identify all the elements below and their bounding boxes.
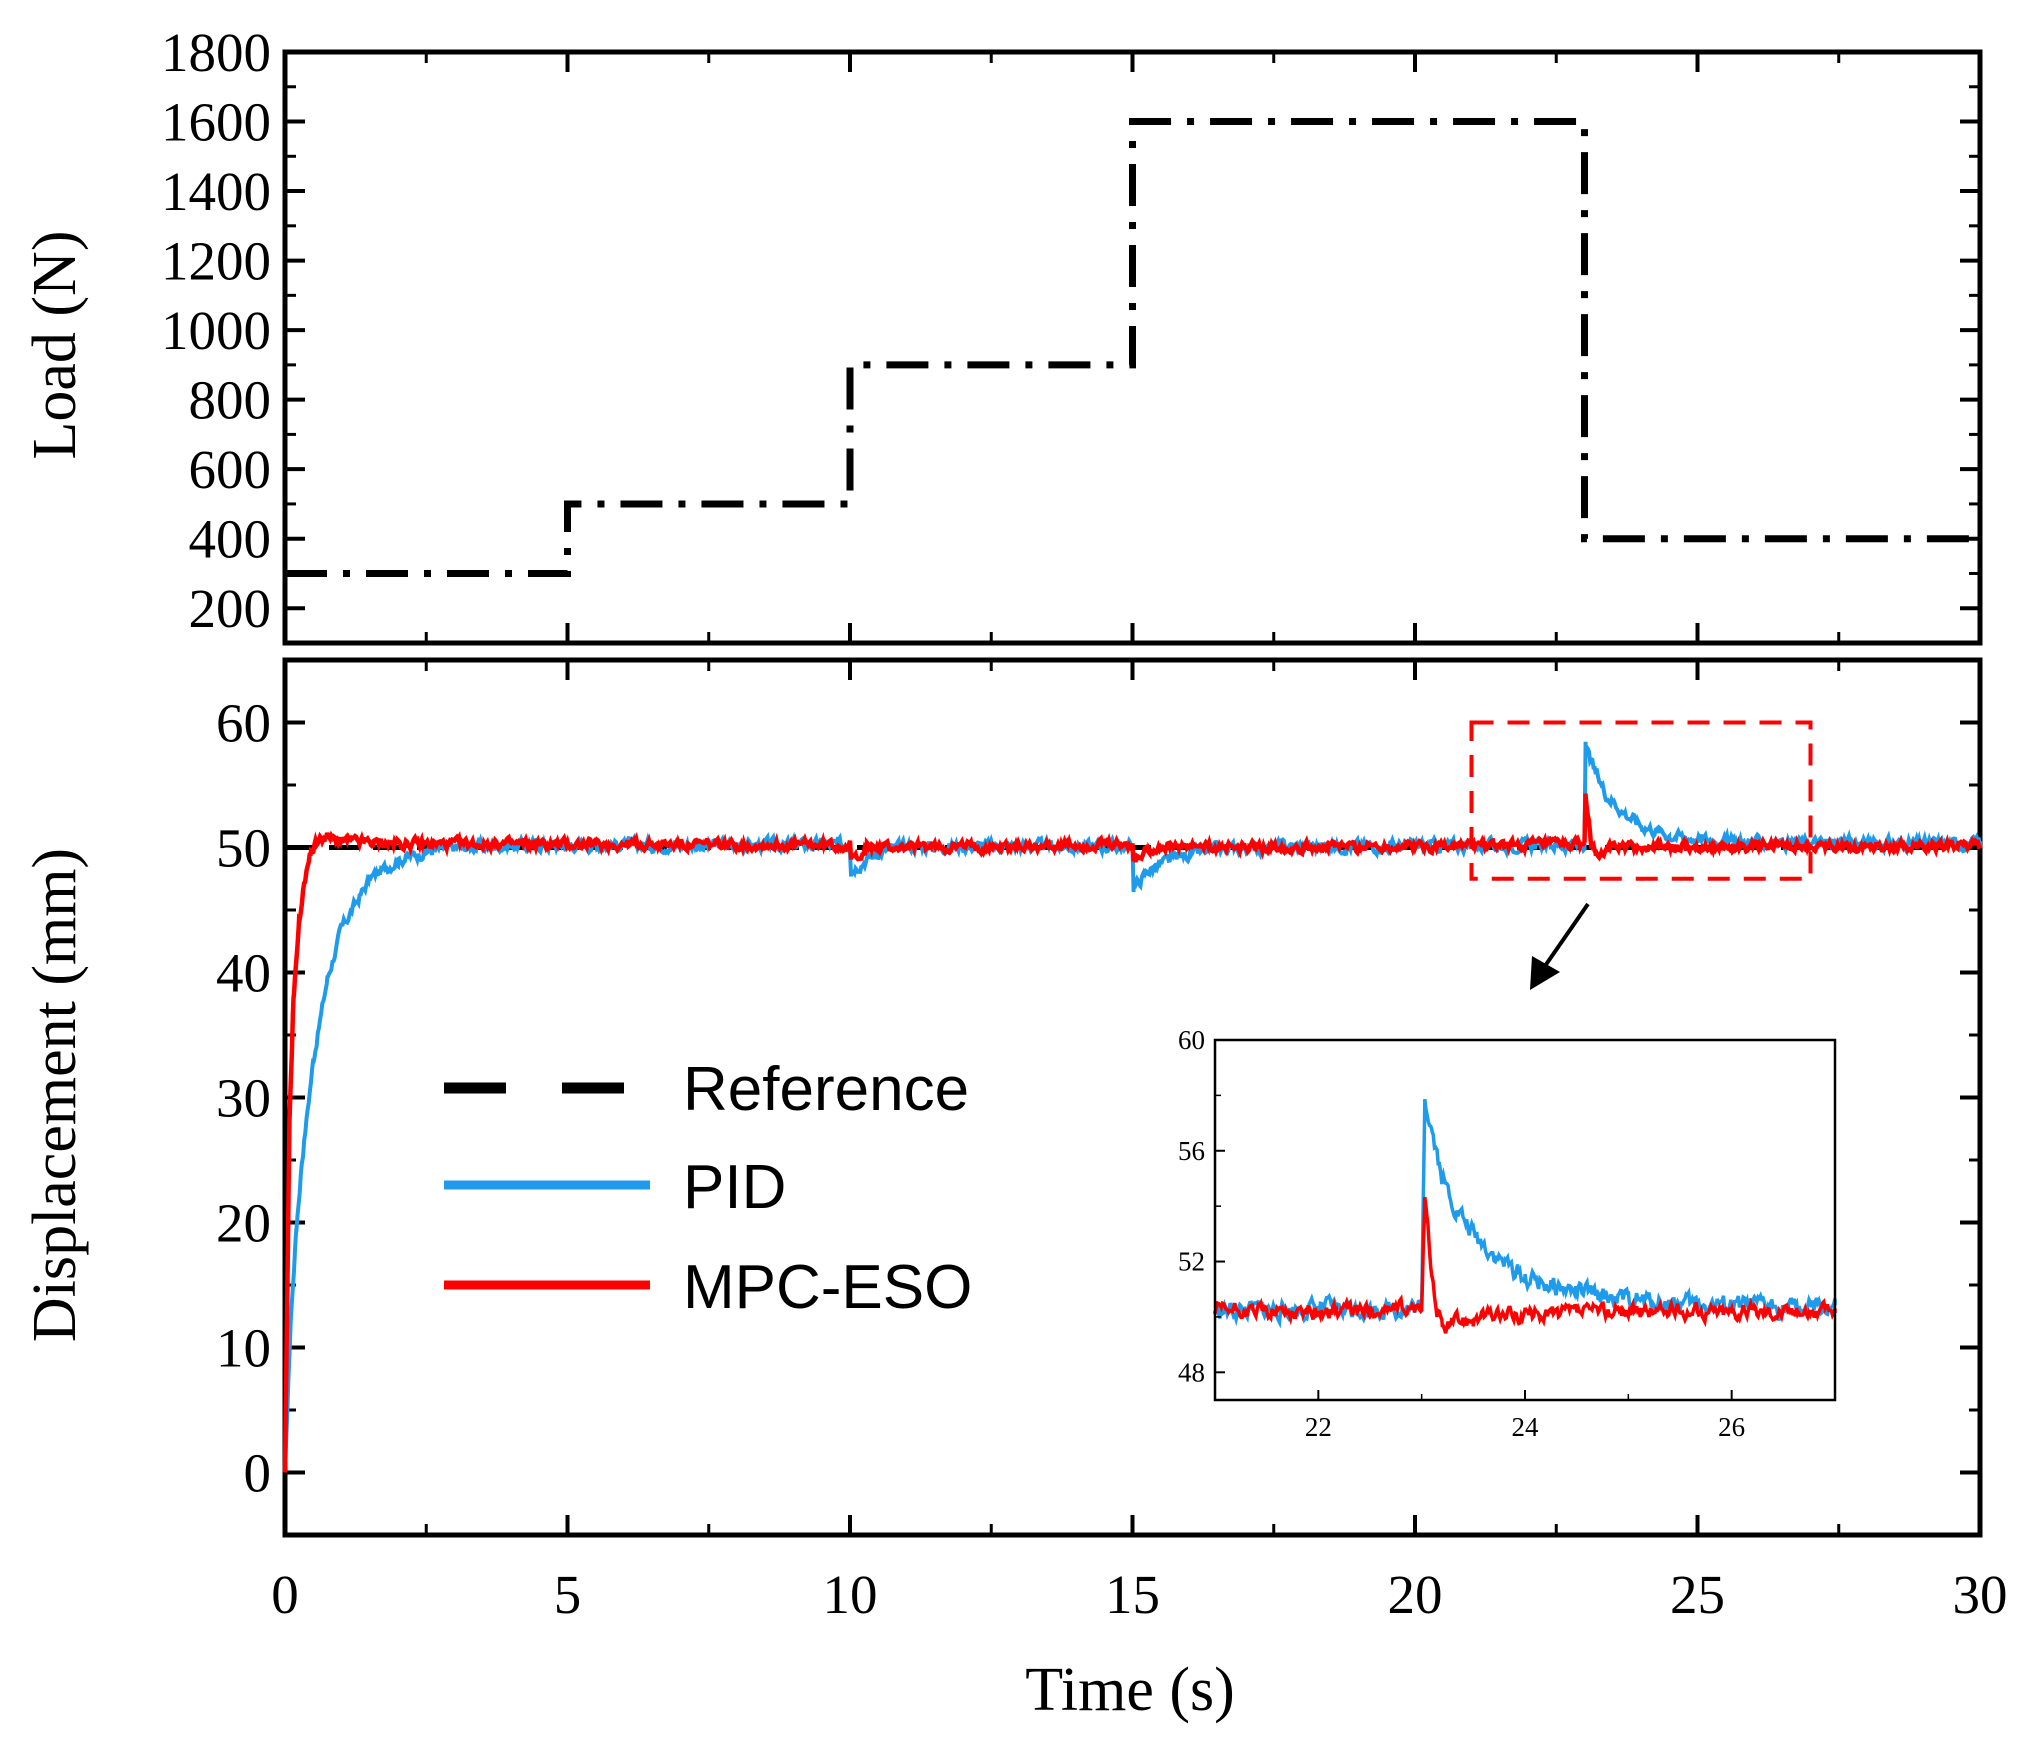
displacement-y-tick-label: 40 (216, 943, 271, 1004)
inset-y-tick-label: 60 (1178, 1025, 1205, 1055)
mpc-eso-series-line (282, 793, 1983, 1473)
legend: Reference PID MPC-ESO (444, 1055, 972, 1322)
displacement-y-tick-label: 50 (216, 818, 271, 879)
load-y-axis-title: Load (N) (21, 231, 89, 460)
load-y-tick-label: 1400 (161, 161, 271, 222)
load-panel: 200 400 600 800 1000 1200 1400 1600 1800 Load (N… (21, 22, 1983, 646)
load-y-tick-label: 800 (189, 370, 272, 431)
load-y-tick-label: 1000 (161, 300, 271, 361)
load-y-tick-label: 1800 (161, 22, 271, 83)
x-axis-title: Time (s) (1025, 1656, 1235, 1724)
zoom-arrow (1530, 902, 1590, 990)
x-tick-label: 20 (1388, 1564, 1443, 1625)
inset-pid-series-line (1213, 1099, 1837, 1329)
displacement-y-axis-title: Displacement (mm) (21, 848, 89, 1342)
inset-mpc-eso-series (1213, 1196, 1837, 1334)
x-tick-label: 25 (1670, 1564, 1725, 1625)
x-tick-label: 5 (554, 1564, 582, 1625)
mpc-eso-series (282, 793, 1983, 1473)
load-y-tick-label: 1600 (161, 92, 271, 153)
inset-x-tick-label: 24 (1512, 1412, 1540, 1442)
zoom-region-box (1469, 720, 1813, 881)
displacement-y-tick-label: 20 (216, 1193, 271, 1254)
inset-x-tick-label: 26 (1718, 1412, 1745, 1442)
load-series-line (285, 118, 1980, 577)
inset-y-tick-label: 56 (1178, 1136, 1205, 1166)
legend-label-pid: PID (683, 1153, 786, 1222)
inset-x-tick-label: 22 (1305, 1412, 1332, 1442)
displacement-y-tick-label: 0 (244, 1443, 272, 1504)
x-tick-label: 30 (1953, 1564, 2008, 1625)
inset-pid-series (1213, 1099, 1837, 1329)
inset-zoom: 48 52 56 60 22 24 26 (1178, 1025, 1837, 1442)
legend-label-mpc-eso: MPC-ESO (683, 1253, 972, 1322)
displacement-y-tick-label: 60 (216, 693, 271, 754)
legend-label-reference: Reference (683, 1055, 969, 1124)
displacement-panel: 0 10 20 30 40 50 60 0 5 10 15 20 25 30 Displacement … (21, 657, 2008, 1724)
load-y-tick-label: 1200 (161, 231, 271, 292)
inset-mpc-eso-series-line (1213, 1196, 1837, 1334)
x-tick-label: 15 (1105, 1564, 1160, 1625)
displacement-y-tick-label: 10 (216, 1318, 271, 1379)
inset-y-tick-label: 48 (1178, 1357, 1205, 1387)
x-tick-label: 0 (271, 1564, 299, 1625)
inset-y-tick-label: 52 (1178, 1247, 1205, 1277)
load-y-tick-label: 400 (189, 509, 272, 570)
load-y-tick-label: 200 (189, 578, 272, 639)
load-y-tick-label: 600 (189, 439, 272, 500)
displacement-y-tick-label: 30 (216, 1068, 271, 1129)
x-tick-label: 10 (823, 1564, 878, 1625)
